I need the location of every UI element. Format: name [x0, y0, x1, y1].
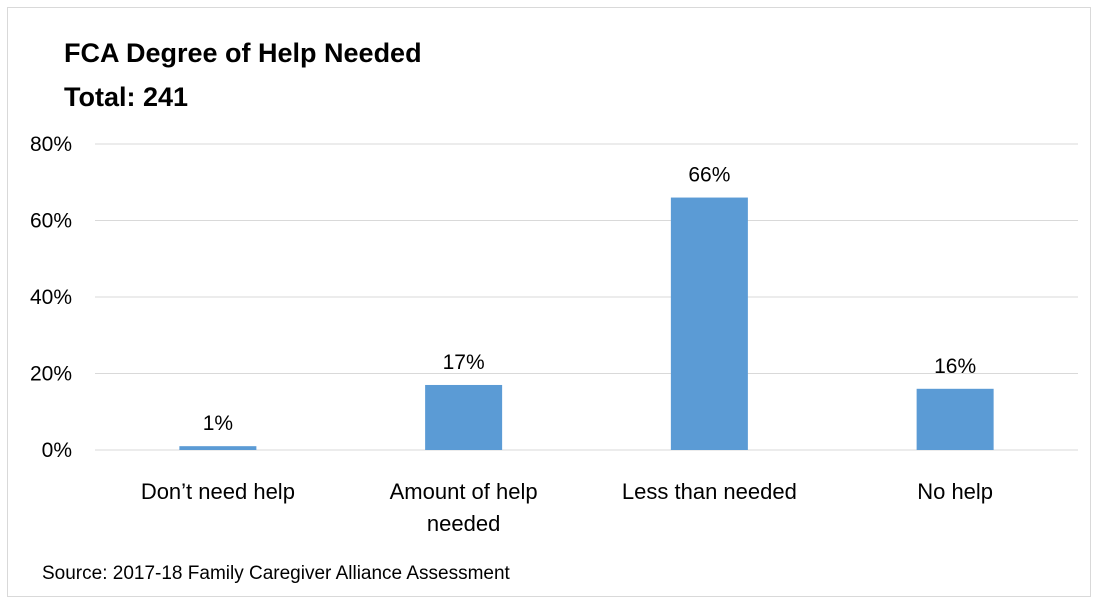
bar [179, 446, 257, 450]
y-axis-tick-labels: 0% 20% 40% 60% 80% [30, 133, 72, 462]
y-tick-label: 80% [30, 133, 72, 156]
data-label: 17% [443, 351, 485, 374]
data-labels: 1% 17% 66% 16% [203, 164, 976, 436]
source-note: Source: 2017-18 Family Caregiver Allianc… [42, 563, 510, 584]
y-tick-label: 60% [30, 210, 72, 233]
chart-subtitle-total: Total: 241 [64, 82, 189, 112]
chart-title: FCA Degree of Help Needed [64, 38, 422, 68]
bars [179, 197, 994, 450]
y-tick-label: 20% [30, 363, 72, 386]
x-category-label: No help [917, 479, 993, 504]
x-axis-category-labels: Don’t need help Amount of help needed Less … [141, 479, 993, 536]
x-category-label: Less than needed [622, 479, 797, 504]
chart-frame [7, 7, 1091, 597]
bar [916, 388, 994, 450]
data-label: 66% [688, 164, 730, 187]
x-category-label: Amount of help needed [390, 479, 538, 536]
y-tick-label: 0% [42, 439, 72, 462]
x-category-label: Don’t need help [141, 479, 295, 504]
bar [670, 197, 748, 450]
gridlines [95, 143, 1078, 451]
data-label: 16% [934, 355, 976, 378]
data-label: 1% [203, 412, 233, 435]
bar [425, 384, 503, 450]
y-tick-label: 40% [30, 286, 72, 309]
